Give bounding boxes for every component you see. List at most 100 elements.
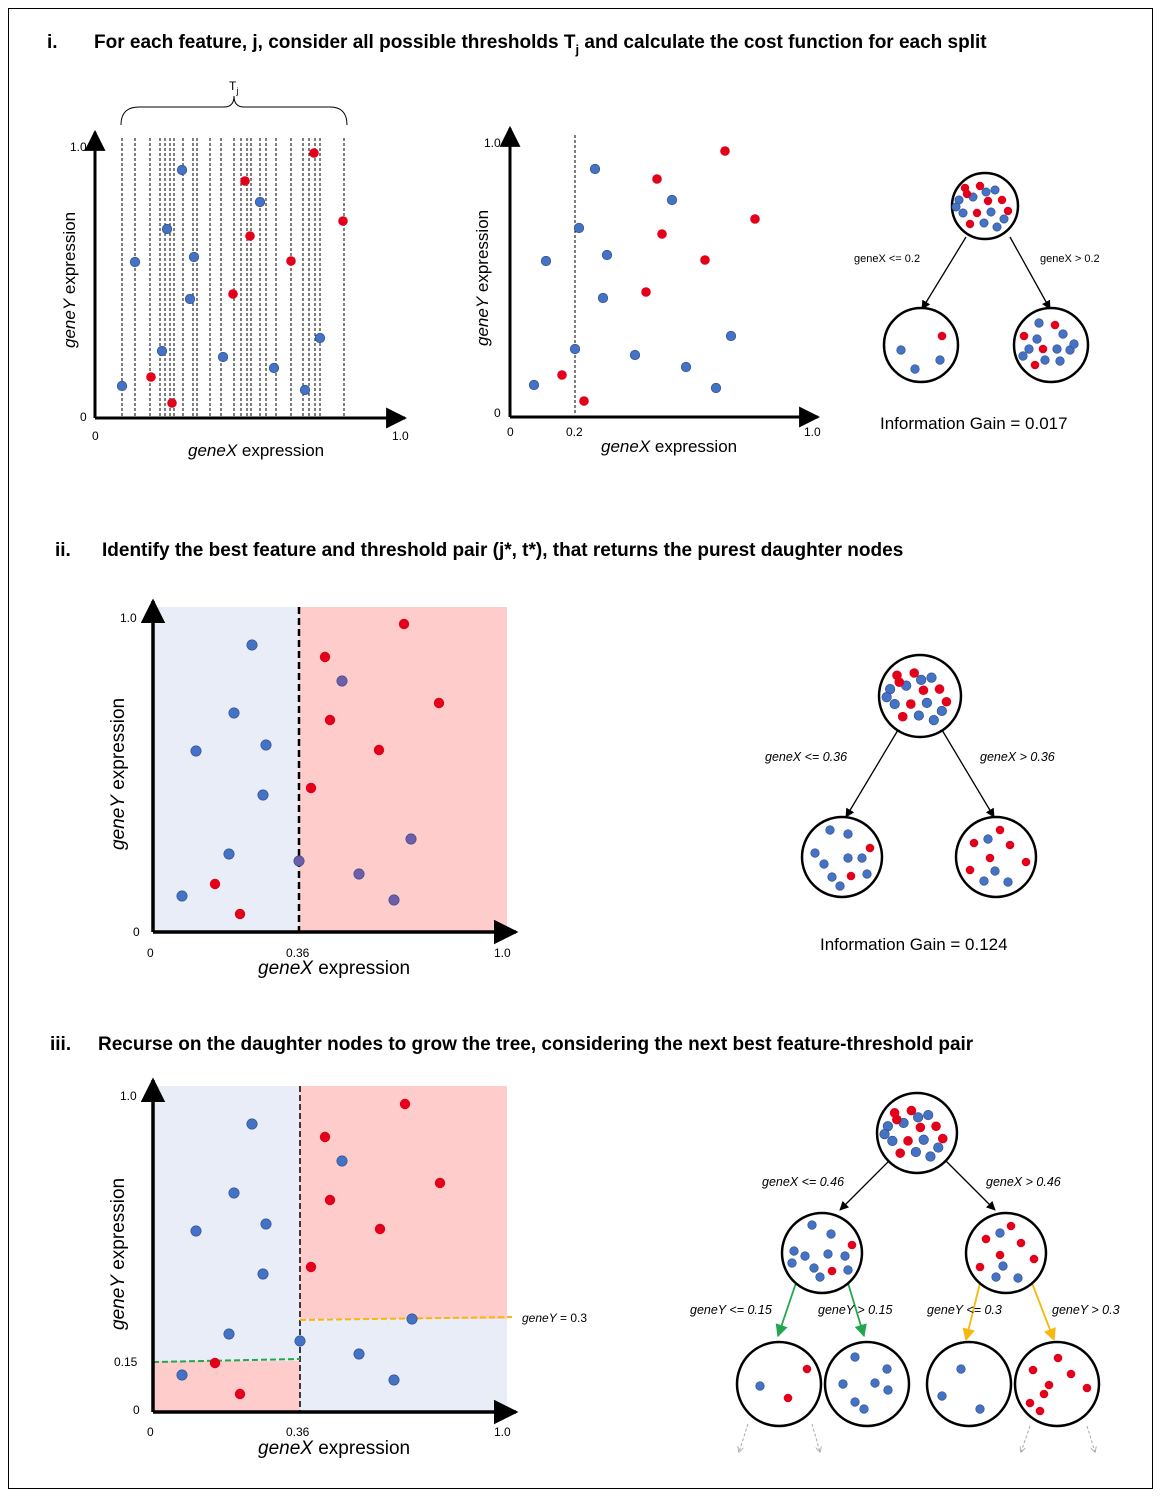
continuation-arrow: [739, 1423, 749, 1452]
blue-point: [228, 1187, 240, 1199]
red-point: [802, 1364, 812, 1374]
tree-node: [823, 1340, 911, 1428]
red-point: [750, 214, 760, 224]
blue-point: [336, 675, 348, 687]
brace-label: Tj: [229, 79, 238, 96]
blue-point: [246, 639, 258, 651]
step-i-tree: geneX <= 0.2 geneX > 0.2 Information Gai…: [854, 171, 1100, 433]
green-threshold-line: [152, 1358, 301, 1363]
tick-y-top: 1.0: [120, 611, 137, 625]
red-point: [997, 195, 1007, 205]
blue-point: [1003, 877, 1013, 887]
blue-point: [870, 1378, 880, 1388]
red-point: [1050, 320, 1060, 330]
red-point: [983, 196, 993, 206]
blue-point: [807, 1220, 817, 1230]
blue-point: [1034, 318, 1044, 328]
blue-point: [910, 364, 920, 374]
blue-point: [850, 1352, 860, 1362]
right-lower-region: [300, 1319, 507, 1412]
red-point: [1003, 206, 1013, 216]
tree-nodes: [735, 1091, 1101, 1428]
blue-point: [755, 1381, 765, 1391]
step-iii-number: iii.: [50, 1034, 71, 1055]
red-point: [941, 696, 952, 707]
blue-point: [597, 292, 609, 304]
red-point: [1019, 331, 1029, 341]
tick-x-left: 0: [147, 946, 154, 960]
red-point: [286, 256, 296, 266]
blue-point: [299, 384, 311, 396]
blue-point: [406, 1313, 418, 1325]
x-axis-label: geneX expression: [601, 437, 737, 456]
blue-point: [936, 705, 947, 717]
step-ii-title: Identify the best feature and threshold …: [102, 540, 903, 561]
blue-point: [925, 1151, 936, 1162]
information-gain-label: Information Gain = 0.017: [880, 414, 1068, 433]
blue-point: [810, 848, 820, 858]
blue-point: [268, 362, 280, 374]
blue-point: [573, 222, 585, 234]
blue-point: [928, 715, 939, 726]
red-point: [374, 1223, 386, 1235]
blue-point: [826, 1229, 836, 1239]
step-iii-title: Recurse on the daughter nodes to grow th…: [98, 1034, 974, 1055]
step-ii-number: ii.: [55, 540, 71, 561]
red-point: [324, 714, 336, 726]
blue-point: [979, 218, 989, 228]
blue-point: [184, 293, 196, 305]
blue-point: [666, 194, 678, 206]
blue-point: [933, 1142, 944, 1153]
red-point: [1005, 840, 1015, 850]
blue-point: [926, 672, 937, 683]
blue-point: [353, 868, 365, 880]
red-point: [1053, 1353, 1063, 1363]
right-child-left-arrow: [962, 1282, 981, 1342]
red-point: [324, 1194, 336, 1206]
y-axis-label: geneY expression: [60, 212, 79, 348]
y-axis-label: geneY expression: [473, 210, 492, 346]
red-point: [240, 176, 250, 186]
red-point: [1082, 1383, 1092, 1393]
blue-point: [887, 1135, 898, 1146]
blue-point: [1058, 329, 1068, 339]
blue-point: [116, 380, 128, 392]
red-point: [981, 1234, 991, 1244]
step-ii-tree: geneX <= 0.36 geneX > 0.36 Information G…: [765, 653, 1055, 954]
step-i-number: i.: [47, 32, 58, 53]
blue-point: [223, 1328, 235, 1340]
red-point: [228, 289, 238, 299]
red-point: [847, 1240, 857, 1250]
blue-point: [896, 345, 906, 355]
blue-point: [913, 1112, 924, 1123]
left-branch-label: geneX <= 0.2: [854, 253, 920, 265]
geneY-threshold-label: geneY = 0.3: [522, 1311, 587, 1325]
red-point: [915, 1122, 926, 1133]
red-point: [937, 1133, 948, 1144]
blue-point: [601, 249, 613, 261]
red-point: [338, 216, 348, 226]
blue-point: [991, 1272, 1001, 1282]
blue-point: [336, 1155, 348, 1167]
tree-node: [950, 171, 1020, 241]
red-point: [398, 618, 410, 630]
blue-point: [388, 1374, 400, 1386]
right-child-right-arrow: [1031, 1282, 1056, 1342]
blue-point: [1024, 344, 1034, 354]
red-point: [146, 372, 156, 382]
information-gain-label: Information Gain = 0.124: [820, 935, 1008, 954]
step-ii-heading: ii. Identify the best feature and thresh…: [55, 540, 903, 561]
tick-y-bottom: 0: [80, 410, 87, 424]
blue-point: [840, 1251, 850, 1261]
red-point: [1044, 1380, 1054, 1390]
red-point: [309, 148, 319, 158]
tree-node: [735, 1340, 823, 1428]
blue-point: [176, 1369, 188, 1381]
red-point: [985, 853, 995, 863]
red-point: [319, 651, 331, 663]
blue-point: [882, 1364, 892, 1374]
tree-node: [800, 815, 884, 899]
red-point: [1025, 1398, 1035, 1408]
blue-point: [188, 251, 200, 263]
y-axis-label: geneY expression: [108, 698, 129, 850]
